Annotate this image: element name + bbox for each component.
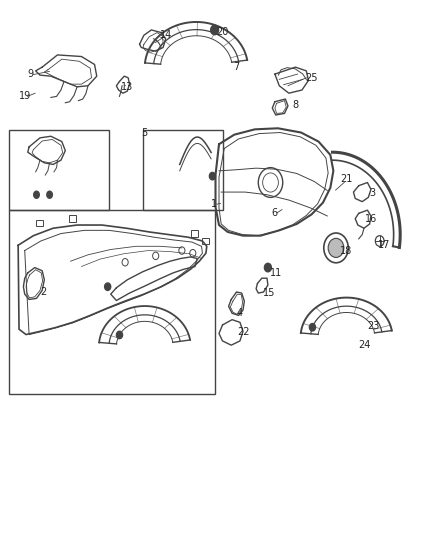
Bar [201,238,208,244]
Text: 14: 14 [159,30,172,40]
Text: 4: 4 [237,308,243,318]
Text: 15: 15 [263,288,275,298]
Bar [69,215,76,222]
Text: 23: 23 [367,321,380,331]
Text: 8: 8 [292,100,298,110]
Text: 24: 24 [358,340,370,350]
Circle shape [309,324,315,331]
Text: 7: 7 [233,62,240,72]
Text: 5: 5 [141,127,148,138]
Text: 11: 11 [270,268,282,278]
Text: 1: 1 [211,199,217,209]
Text: 17: 17 [378,240,390,250]
Circle shape [105,283,111,290]
Circle shape [209,172,215,180]
Text: 19: 19 [18,91,31,101]
Circle shape [211,25,219,35]
Text: 16: 16 [365,214,377,224]
Bar [36,220,43,226]
Text: 22: 22 [237,327,250,337]
Bar [10,210,215,394]
Text: 2: 2 [40,287,46,297]
Circle shape [33,190,40,199]
Text: 9: 9 [27,69,33,79]
Text: 6: 6 [272,208,278,219]
Text: 3: 3 [370,188,376,198]
Bar [191,230,198,237]
Circle shape [265,263,272,272]
Bar [10,131,109,210]
Text: 25: 25 [305,73,318,83]
Text: 21: 21 [340,174,353,184]
Circle shape [117,331,123,338]
Text: 13: 13 [121,82,134,92]
Text: 18: 18 [339,246,352,255]
Circle shape [46,190,53,199]
Text: 20: 20 [216,27,229,37]
Bar [143,131,223,210]
Circle shape [328,238,344,257]
